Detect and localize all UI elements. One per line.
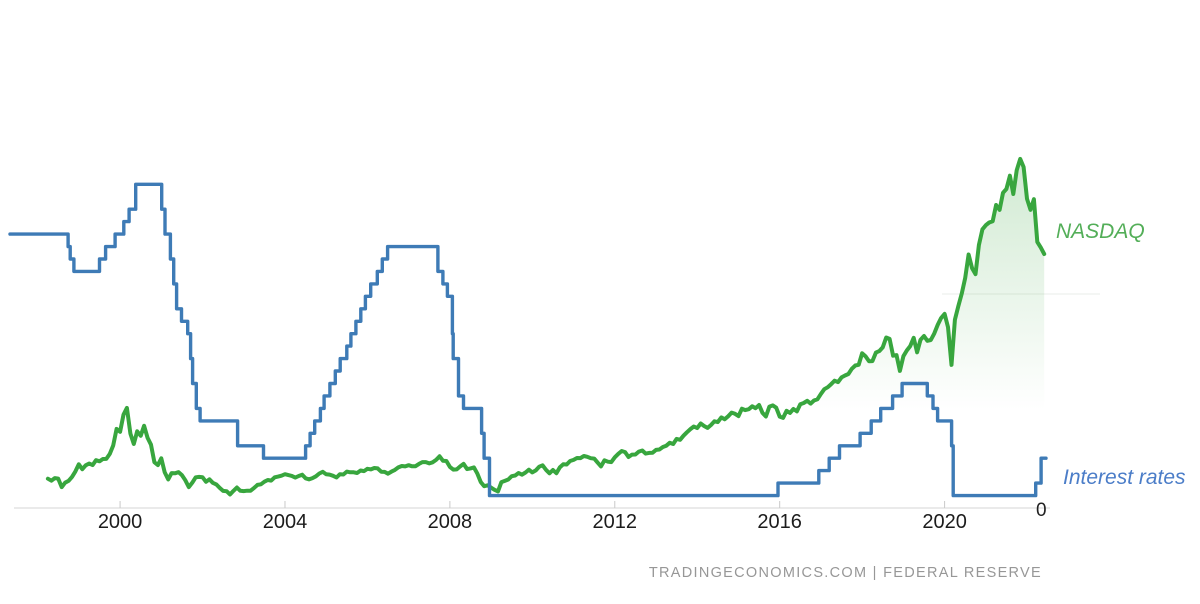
interest-rates-series-label: Interest rates bbox=[1063, 466, 1186, 489]
x-tick-label-2008: 2008 bbox=[427, 511, 473, 533]
x-tick-label-2012: 2012 bbox=[592, 511, 638, 533]
x-tick-label-2004: 2004 bbox=[262, 511, 308, 533]
watermark-attribution: TRADINGECONOMICS.COM | FEDERAL RESERVE bbox=[648, 565, 1042, 581]
x-tick-label-2000: 2000 bbox=[97, 511, 143, 533]
y-axis-zero-label: 0 bbox=[1036, 500, 1047, 521]
nasdaq-line[interactable] bbox=[45, 156, 1047, 497]
x-tick-label-2020: 2020 bbox=[922, 511, 967, 533]
nasdaq-series-label: NASDAQ bbox=[1056, 220, 1145, 243]
nasdaq-area-fill bbox=[47, 158, 1045, 521]
x-tick-label-2016: 2016 bbox=[757, 511, 802, 533]
interest-rates-line[interactable] bbox=[8, 182, 1048, 498]
